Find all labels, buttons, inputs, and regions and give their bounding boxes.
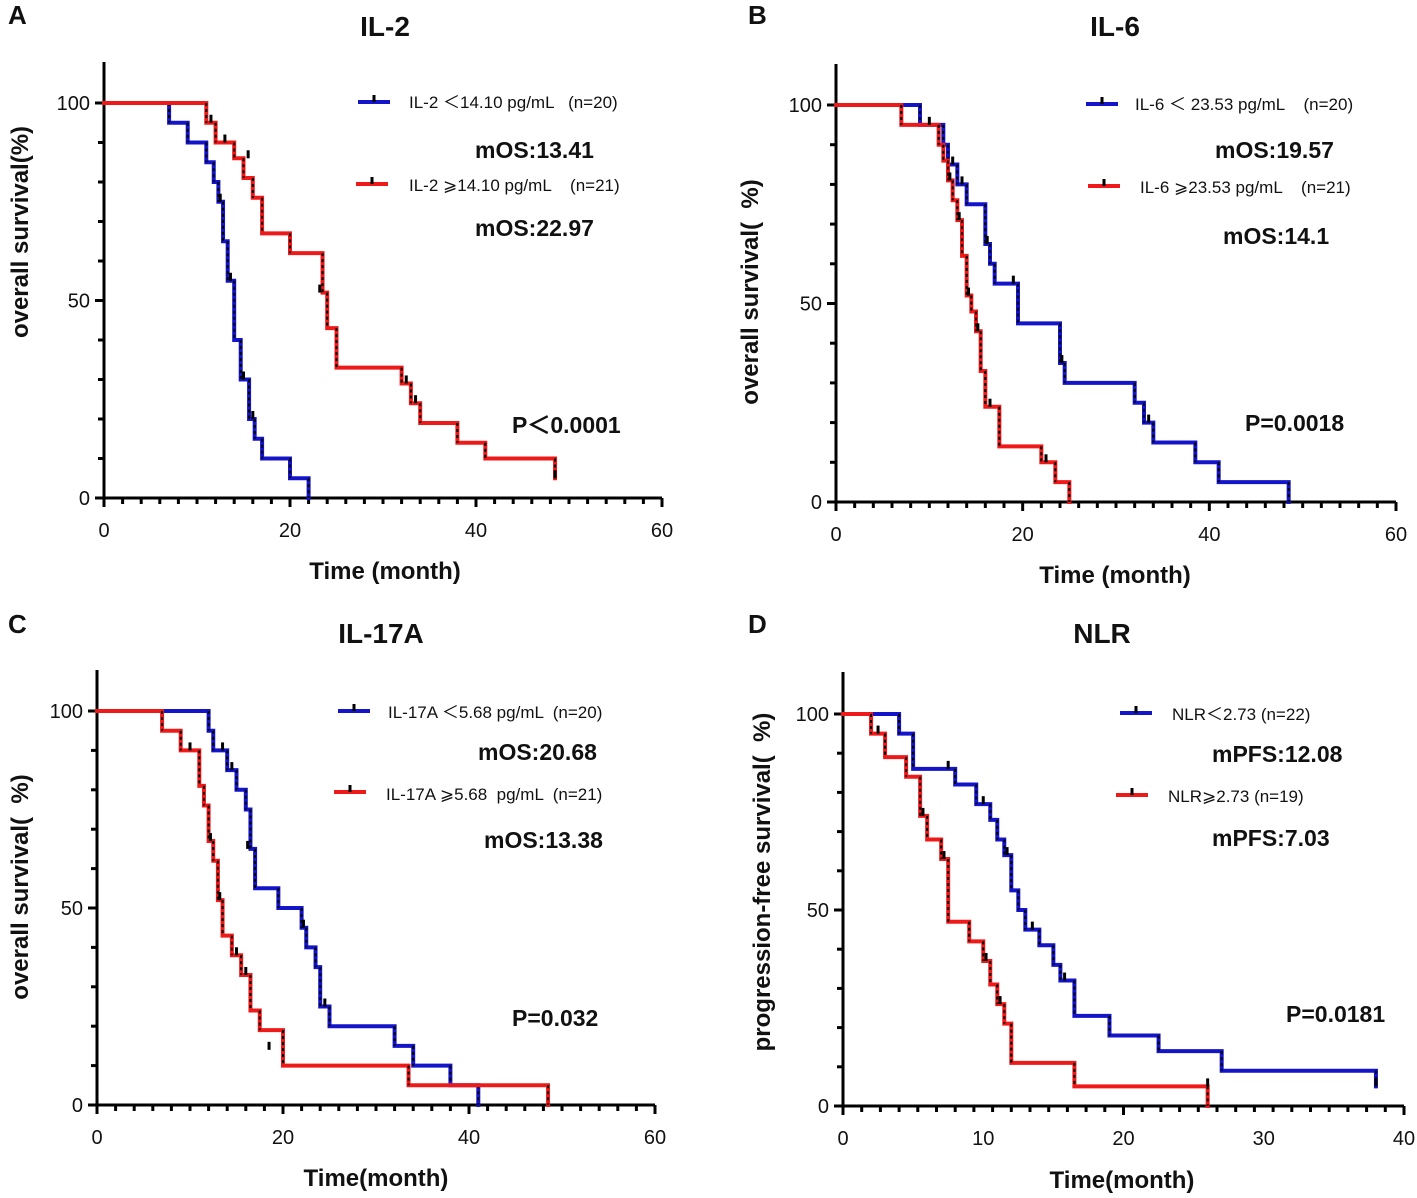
x-tick-label-d: 30 [1253, 1128, 1275, 1150]
legend-label-blue-a: IL-2 ＜14.10 pg/mL (n=20) [409, 93, 618, 112]
legend-d: NLR＜2.73 (n=22) NLR⩾2.73 (n=19) [1116, 705, 1310, 806]
legend-label-red-b: IL-6 ⩾23.53 pg/mL (n=21) [1140, 178, 1351, 197]
x-tick-label-c: 40 [458, 1127, 480, 1149]
chart-title-d: NLR [1073, 618, 1131, 649]
chart-title-a: IL-2 [360, 11, 410, 42]
x-tick-label-c: 0 [91, 1127, 102, 1149]
y-tick-label-c: 100 [50, 701, 83, 723]
y-tick-label-c: 50 [61, 898, 83, 920]
panel-d: D NLR progression-free survival( %) Time… [748, 609, 1415, 1194]
y-tick-label-d: 0 [818, 1096, 829, 1118]
panel-b: B IL-6 overall survival( %) Time (month)… [737, 0, 1407, 589]
legend-label-red-c: IL-17A ⩾5.68 pg/mL (n=21) [386, 785, 602, 804]
x-tick-label-a: 60 [651, 520, 673, 542]
p-value-d: P=0.0181 [1286, 1001, 1385, 1027]
panel-letter-a: A [8, 0, 27, 30]
plot-area-d: 0 50 100 0 10 20 30 40 [796, 672, 1415, 1150]
panel-letter-d: D [748, 609, 767, 639]
x-axis-title-b: Time (month) [1039, 562, 1191, 589]
legend-label-red-d: NLR⩾2.73 (n=19) [1168, 787, 1304, 806]
y-tick-label-d: 50 [807, 900, 829, 922]
x-axis-title-a: Time (month) [309, 558, 461, 585]
y-tick-label-d: 100 [796, 704, 829, 726]
median-label-2-c: mOS:13.38 [484, 827, 603, 853]
y-tick-label-a: 0 [79, 488, 90, 510]
curve-red-c [95, 709, 551, 1107]
p-value-c: P=0.032 [512, 1005, 598, 1031]
y-axis-title-c: overall survival( %) [7, 774, 34, 999]
curve-red-b [834, 103, 1072, 504]
x-axis-title-d: Time(month) [1050, 1167, 1195, 1194]
legend-label-blue-c: IL-17A ＜5.68 pg/mL (n=20) [388, 703, 602, 722]
curve-blue-b [834, 103, 1291, 504]
y-tick-label-c: 0 [72, 1095, 83, 1117]
x-tick-label-c: 60 [644, 1127, 666, 1149]
median-label-1-a: mOS:13.41 [475, 137, 594, 163]
median-label-1-d: mPFS:12.08 [1212, 741, 1343, 767]
plot-area-b: 0 50 100 0 20 40 60 [789, 64, 1407, 546]
median-label-2-b: mOS:14.1 [1223, 223, 1329, 249]
legend-c: IL-17A ＜5.68 pg/mL (n=20) IL-17A ⩾5.68 p… [334, 703, 602, 804]
median-label-1-b: mOS:19.57 [1215, 137, 1334, 163]
y-tick-label-b: 100 [789, 95, 822, 117]
x-tick-label-a: 0 [98, 520, 109, 542]
legend-label-red-a: IL-2 ⩾14.10 pg/mL (n=21) [409, 176, 620, 195]
x-tick-label-b: 60 [1385, 524, 1407, 546]
x-tick-label-d: 40 [1393, 1128, 1415, 1150]
legend-label-blue-b: IL-6 ＜ 23.53 pg/mL (n=20) [1135, 95, 1353, 114]
y-axis-title-d: progression-free survival( %) [749, 713, 776, 1052]
plot-area-c: 0 50 100 0 20 40 60 [50, 670, 666, 1149]
panel-a: A IL-2 overall survival(%) Time (month) … [7, 0, 673, 585]
panel-letter-b: B [748, 0, 767, 30]
legend-a: IL-2 ＜14.10 pg/mL (n=20) IL-2 ⩾14.10 pg/… [356, 93, 620, 195]
y-tick-label-a: 100 [57, 93, 90, 115]
y-axis-title-a: overall survival(%) [7, 126, 34, 338]
y-tick-label-b: 50 [800, 294, 822, 316]
x-tick-label-d: 20 [1112, 1128, 1134, 1150]
chart-title-b: IL-6 [1090, 11, 1140, 42]
x-tick-label-a: 20 [279, 520, 301, 542]
y-tick-label-b: 0 [811, 492, 822, 514]
curve-red-a [102, 101, 558, 481]
median-label-1-c: mOS:20.68 [478, 739, 597, 765]
x-tick-label-c: 20 [272, 1127, 294, 1149]
y-tick-label-a: 50 [68, 291, 90, 313]
panel-letter-c: C [8, 609, 27, 639]
x-tick-label-d: 10 [972, 1128, 994, 1150]
plot-area-a: 0 50 100 0 20 40 60 [57, 62, 673, 542]
x-tick-label-b: 40 [1198, 524, 1220, 546]
median-label-2-a: mOS:22.97 [475, 215, 594, 241]
chart-title-c: IL-17A [338, 618, 424, 649]
median-label-2-d: mPFS:7.03 [1212, 825, 1330, 851]
curve-blue-c [95, 709, 481, 1107]
x-axis-title-c: Time(month) [304, 1165, 449, 1192]
x-tick-label-b: 0 [830, 524, 841, 546]
x-tick-label-d: 0 [837, 1128, 848, 1150]
legend-label-blue-d: NLR＜2.73 (n=22) [1172, 705, 1310, 724]
y-axis-title-b: overall survival( %) [737, 179, 764, 404]
p-value-b: P=0.0018 [1245, 410, 1344, 436]
x-tick-label-b: 20 [1012, 524, 1034, 546]
legend-b: IL-6 ＜ 23.53 pg/mL (n=20) IL-6 ⩾23.53 pg… [1086, 95, 1353, 197]
x-tick-label-a: 40 [465, 520, 487, 542]
p-value-a: P＜0.0001 [512, 412, 621, 438]
panel-c: C IL-17A overall survival( %) Time(month… [7, 609, 666, 1192]
